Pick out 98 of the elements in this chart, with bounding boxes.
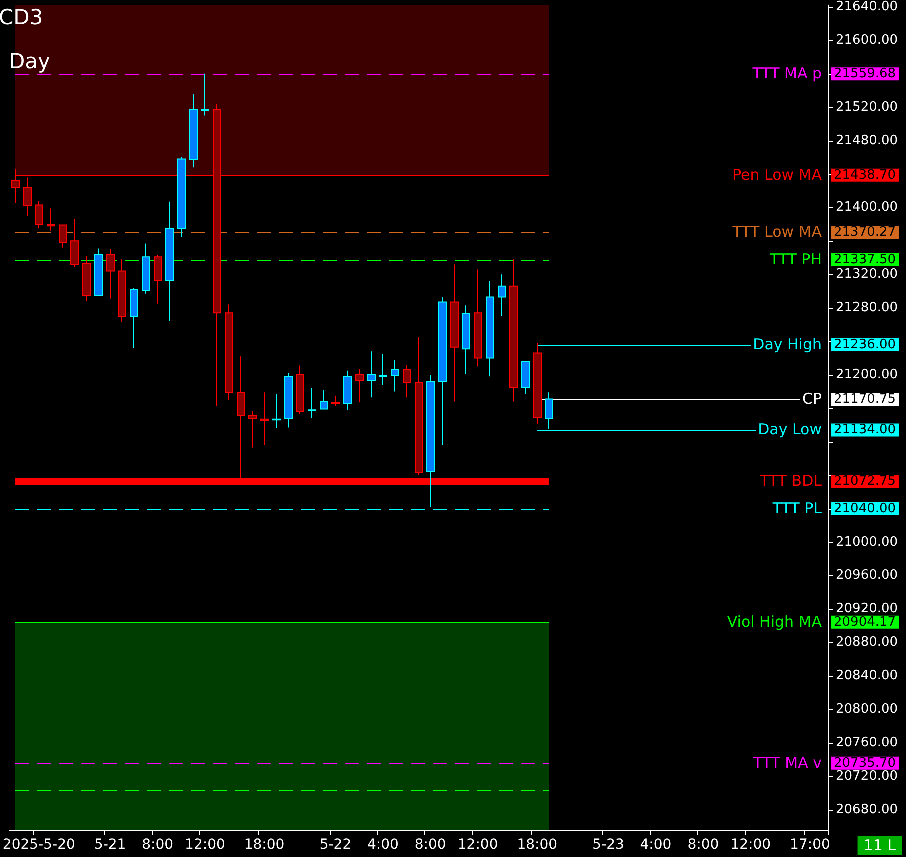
y-tick-label: 20960.00 (836, 568, 898, 584)
x-tick-label: 12:00 (730, 837, 772, 853)
candlestick (521, 361, 530, 395)
ref-line-label: CP (802, 390, 822, 408)
ref-line-label: TTT MA p (752, 64, 822, 83)
y-tick-label: 20720.00 (836, 768, 898, 784)
x-tick-label: 18:00 (244, 837, 285, 853)
x-tick-label: 12:00 (458, 837, 498, 853)
candlestick (225, 304, 233, 401)
candlestick (82, 256, 91, 302)
candlestick (379, 354, 387, 386)
ref-line-label: Pen Low MA (732, 166, 823, 184)
candlestick (106, 249, 115, 300)
ref-line-label: Day High (753, 335, 822, 354)
candlestick (474, 269, 482, 368)
y2-tick-label: 21170.75 (834, 392, 896, 407)
y2-tick-label: 21236.00 (834, 337, 896, 352)
x-tick-label: 5-21 (94, 837, 126, 853)
x-tick-label: 2025-5-20 (2, 837, 76, 853)
candlestick (296, 365, 304, 415)
y2-tick-label: 20735.70 (834, 756, 896, 771)
y-tick-label: 21520.00 (836, 100, 898, 115)
candlestick (533, 342, 542, 425)
y2-tick-label: 21072.75 (834, 474, 896, 489)
x-tick-label: 5-22 (320, 837, 352, 853)
x-tick-label: 4:00 (367, 837, 399, 853)
chart-title: CD3 (0, 6, 44, 30)
candlestick (118, 259, 126, 323)
candlestick (462, 305, 470, 375)
x-tick-label: 8:00 (688, 837, 720, 853)
candlestick (177, 157, 186, 238)
candlestick (331, 395, 340, 406)
x-tick-label: 8:00 (414, 837, 446, 853)
y2-tick-label: 21040.00 (834, 501, 896, 516)
candlestick (47, 208, 55, 232)
ref-line-label: TTT BDL (759, 472, 823, 490)
candlestick (260, 392, 269, 446)
candlestick (355, 368, 364, 404)
candlestick (343, 370, 352, 411)
y-tick-label: 21400.00 (836, 200, 898, 216)
candlestick (94, 248, 103, 296)
y-tick-label: 21600.00 (836, 32, 898, 48)
ref-line-label: TTT PH (768, 250, 822, 269)
candlestick (438, 296, 447, 446)
y-tick-label: 21320.00 (836, 267, 898, 282)
candlestick (59, 224, 67, 248)
candlestick (320, 390, 328, 410)
candlestick (130, 288, 138, 349)
candlestick (415, 336, 423, 476)
y-tick-label: 20680.00 (836, 802, 898, 818)
candlestick (426, 374, 435, 508)
candlestick (154, 254, 162, 304)
candlestick (509, 259, 518, 402)
candlestick (35, 200, 43, 230)
candlestick (248, 410, 257, 448)
ref-line-label: TTT Low MA (732, 223, 823, 242)
candlestick (165, 201, 174, 322)
y-tick-label: 21480.00 (836, 133, 898, 148)
x-tick-label: 4:00 (640, 837, 672, 853)
candlestick (70, 218, 79, 268)
y-tick-label: 20880.00 (836, 635, 898, 650)
x-tick-label: 17:00 (790, 837, 830, 853)
candlestick (486, 280, 494, 378)
candlestick (403, 364, 411, 398)
y2-tick-label: 21134.00 (834, 422, 896, 438)
ref-line-label: TTT MA v (752, 754, 822, 772)
candlestick (391, 359, 399, 392)
x-tick-label: 8:00 (142, 837, 174, 853)
y-tick-label: 21640.00 (836, 0, 898, 14)
candlestick (284, 372, 293, 428)
candlestick (189, 93, 198, 168)
candlestick (142, 243, 150, 294)
y2-tick-label: 21337.50 (834, 252, 896, 268)
text: Day (9, 50, 50, 74)
y2-tick-label: 20904.17 (834, 614, 896, 630)
y-tick-label: 20800.00 (836, 702, 898, 718)
x-tick-label: 5-23 (592, 837, 624, 853)
y-tick-label: 20760.00 (836, 736, 898, 751)
y2-tick-label: 21438.70 (834, 168, 896, 183)
y-tick-label: 20920.00 (836, 602, 898, 617)
y-tick-label: 21200.00 (836, 368, 898, 383)
candlestick (498, 274, 506, 317)
y2-tick-label: 21559.68 (834, 66, 896, 82)
candlestick (272, 394, 281, 430)
y-tick-label: 21280.00 (836, 300, 898, 316)
candlestick (450, 264, 459, 402)
y-tick-label: 21000.00 (836, 534, 898, 550)
candlestick (201, 73, 209, 116)
text: 11 L (864, 836, 897, 854)
candlestick (367, 351, 376, 398)
ref-line-label: Day Low (758, 420, 822, 439)
y2-tick-label: 21370.27 (834, 225, 896, 240)
x-tick-label: 12:00 (185, 837, 226, 853)
x-tick-label: 18:00 (517, 837, 558, 853)
ref-line-label: TTT PL (772, 499, 823, 518)
candlestick (308, 388, 316, 419)
y-tick-label: 20840.00 (836, 668, 898, 684)
ref-line-label: Viol High MA (727, 612, 823, 631)
